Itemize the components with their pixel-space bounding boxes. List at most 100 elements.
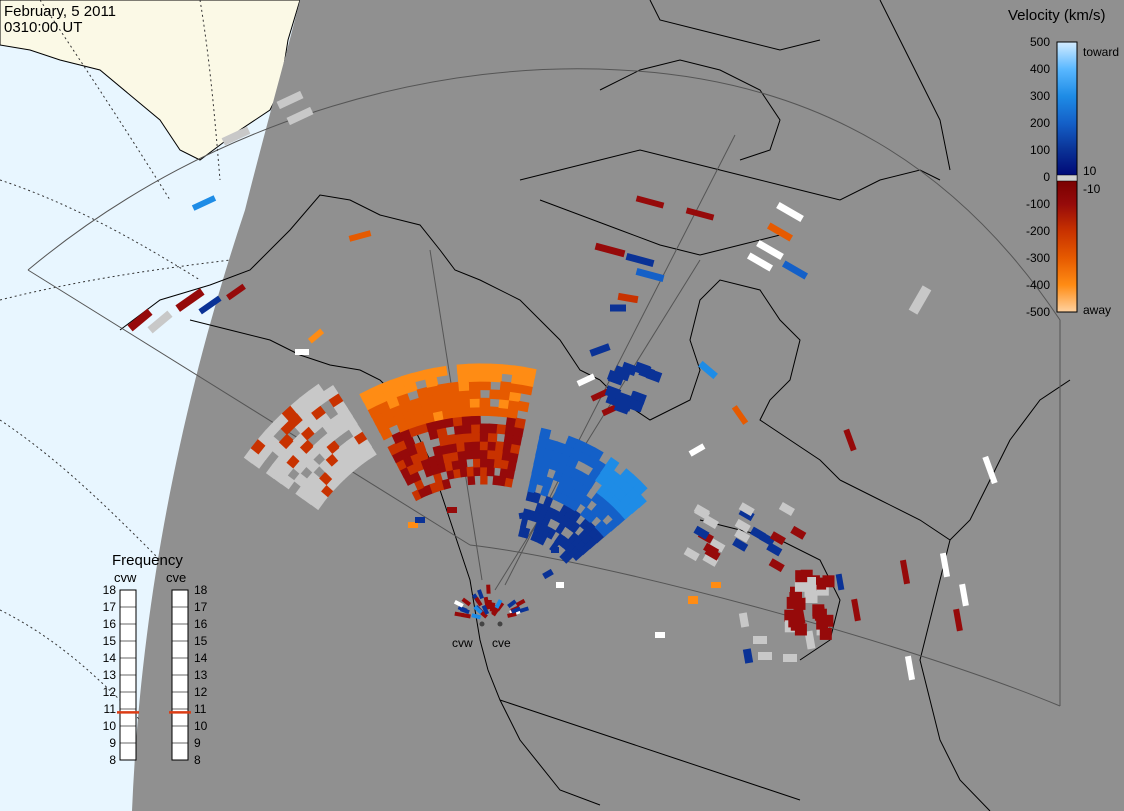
echo-cell: [538, 427, 552, 441]
echo-cell: [568, 546, 581, 558]
echo-cell: [293, 472, 308, 488]
echo-cell: [702, 552, 719, 567]
echo-cell: [517, 400, 530, 413]
echo-cell: [899, 559, 911, 585]
echo-cell: [422, 367, 437, 380]
freq-tick-label: 17: [103, 600, 117, 614]
echo-cell: [461, 597, 472, 607]
echo-cell: [453, 424, 465, 435]
echo-cell: [295, 349, 309, 355]
echo-cell: [490, 363, 503, 374]
site-cvw-marker: [479, 621, 485, 627]
echo-cell: [768, 558, 785, 573]
echo-cell: [594, 520, 608, 533]
echo-cell: [450, 398, 462, 410]
echo-cell: [508, 451, 519, 463]
freq-tick-label: 18: [103, 583, 117, 597]
echo-cell: [299, 439, 315, 454]
echo-cell: [469, 397, 481, 408]
echo-cell: [459, 389, 471, 400]
colorbar-tick-label: -10: [1083, 182, 1101, 196]
echo-cell: [688, 596, 698, 604]
echo-cell: [790, 525, 807, 540]
echo-cell: [685, 207, 715, 221]
echo-cell: [416, 386, 431, 399]
echo-cell: [638, 365, 655, 380]
echo-cell: [633, 480, 648, 496]
echo-cell: [766, 542, 783, 557]
echo-cell: [488, 423, 499, 434]
scatter-cells: [127, 90, 998, 681]
echo-cell: [537, 436, 549, 449]
echo-cell: [521, 375, 535, 387]
echo-cell: [561, 539, 573, 551]
colorbar-tick-label: 0: [1043, 170, 1050, 184]
echo-cell: [635, 195, 665, 209]
echo-cell: [794, 579, 807, 592]
echo-cell: [461, 415, 473, 426]
echo-cell: [461, 612, 471, 619]
echo-cell: [530, 530, 540, 542]
echo-cell: [766, 222, 794, 242]
echo-cell: [616, 397, 633, 412]
echo-cell: [480, 466, 488, 477]
echo-cell: [470, 406, 481, 417]
echo-cell: [390, 376, 406, 390]
echo-cell: [469, 389, 481, 400]
echo-cell: [499, 467, 509, 478]
echo-cell: [486, 584, 491, 594]
echo-cell: [812, 604, 825, 617]
echo-cell: [427, 428, 440, 441]
echo-cell: [310, 404, 326, 421]
echo-cell: [459, 607, 470, 615]
echo-cell: [545, 438, 558, 452]
echo-cell: [440, 443, 451, 455]
echo-cell: [434, 453, 446, 465]
echo-cell: [572, 549, 584, 561]
colorbar-tick-label: 200: [1030, 116, 1050, 130]
echo-cell: [481, 604, 490, 615]
echo-cell: [511, 606, 521, 614]
echo-cell: [495, 601, 505, 612]
echo-cell: [322, 385, 339, 400]
freq-tick-label: 15: [194, 634, 208, 648]
echo-cell: [499, 389, 511, 401]
freq-tick-label: 13: [194, 668, 208, 682]
echo-cell: [444, 460, 455, 472]
echo-cell: [505, 468, 516, 480]
echo-cell: [562, 552, 574, 564]
echo-cell: [583, 522, 597, 535]
echo-cell: [605, 456, 620, 472]
echo-cell: [305, 458, 320, 474]
echo-cell: [908, 285, 932, 315]
echo-cell: [498, 475, 507, 487]
echo-cell: [319, 471, 333, 486]
echo-cell: [425, 420, 438, 432]
echo-cell: [462, 423, 473, 434]
echo-cell: [541, 515, 552, 527]
echo-cell: [506, 407, 519, 419]
echo-cell: [487, 432, 498, 443]
echo-cell: [428, 392, 442, 405]
echo-cell: [318, 458, 333, 473]
echo-cell: [474, 596, 483, 607]
echo-cell: [359, 388, 375, 403]
echo-cell: [559, 549, 571, 561]
echo-cell: [489, 372, 503, 383]
freq-tick-label: 15: [103, 634, 117, 648]
echo-cell: [494, 449, 504, 461]
echo-cell: [480, 457, 489, 468]
echo-cell: [432, 445, 444, 457]
echo-cell: [501, 450, 512, 462]
echo-cell: [198, 295, 222, 315]
echo-cell: [421, 403, 434, 416]
echo-cell: [531, 492, 542, 504]
echo-cell: [567, 532, 580, 545]
echo-cell: [539, 485, 551, 498]
echo-cell: [486, 457, 496, 468]
site-cve-marker: [497, 621, 503, 627]
echo-cell: [542, 495, 554, 508]
echo-cell: [790, 618, 803, 631]
echo-cell: [514, 417, 526, 429]
